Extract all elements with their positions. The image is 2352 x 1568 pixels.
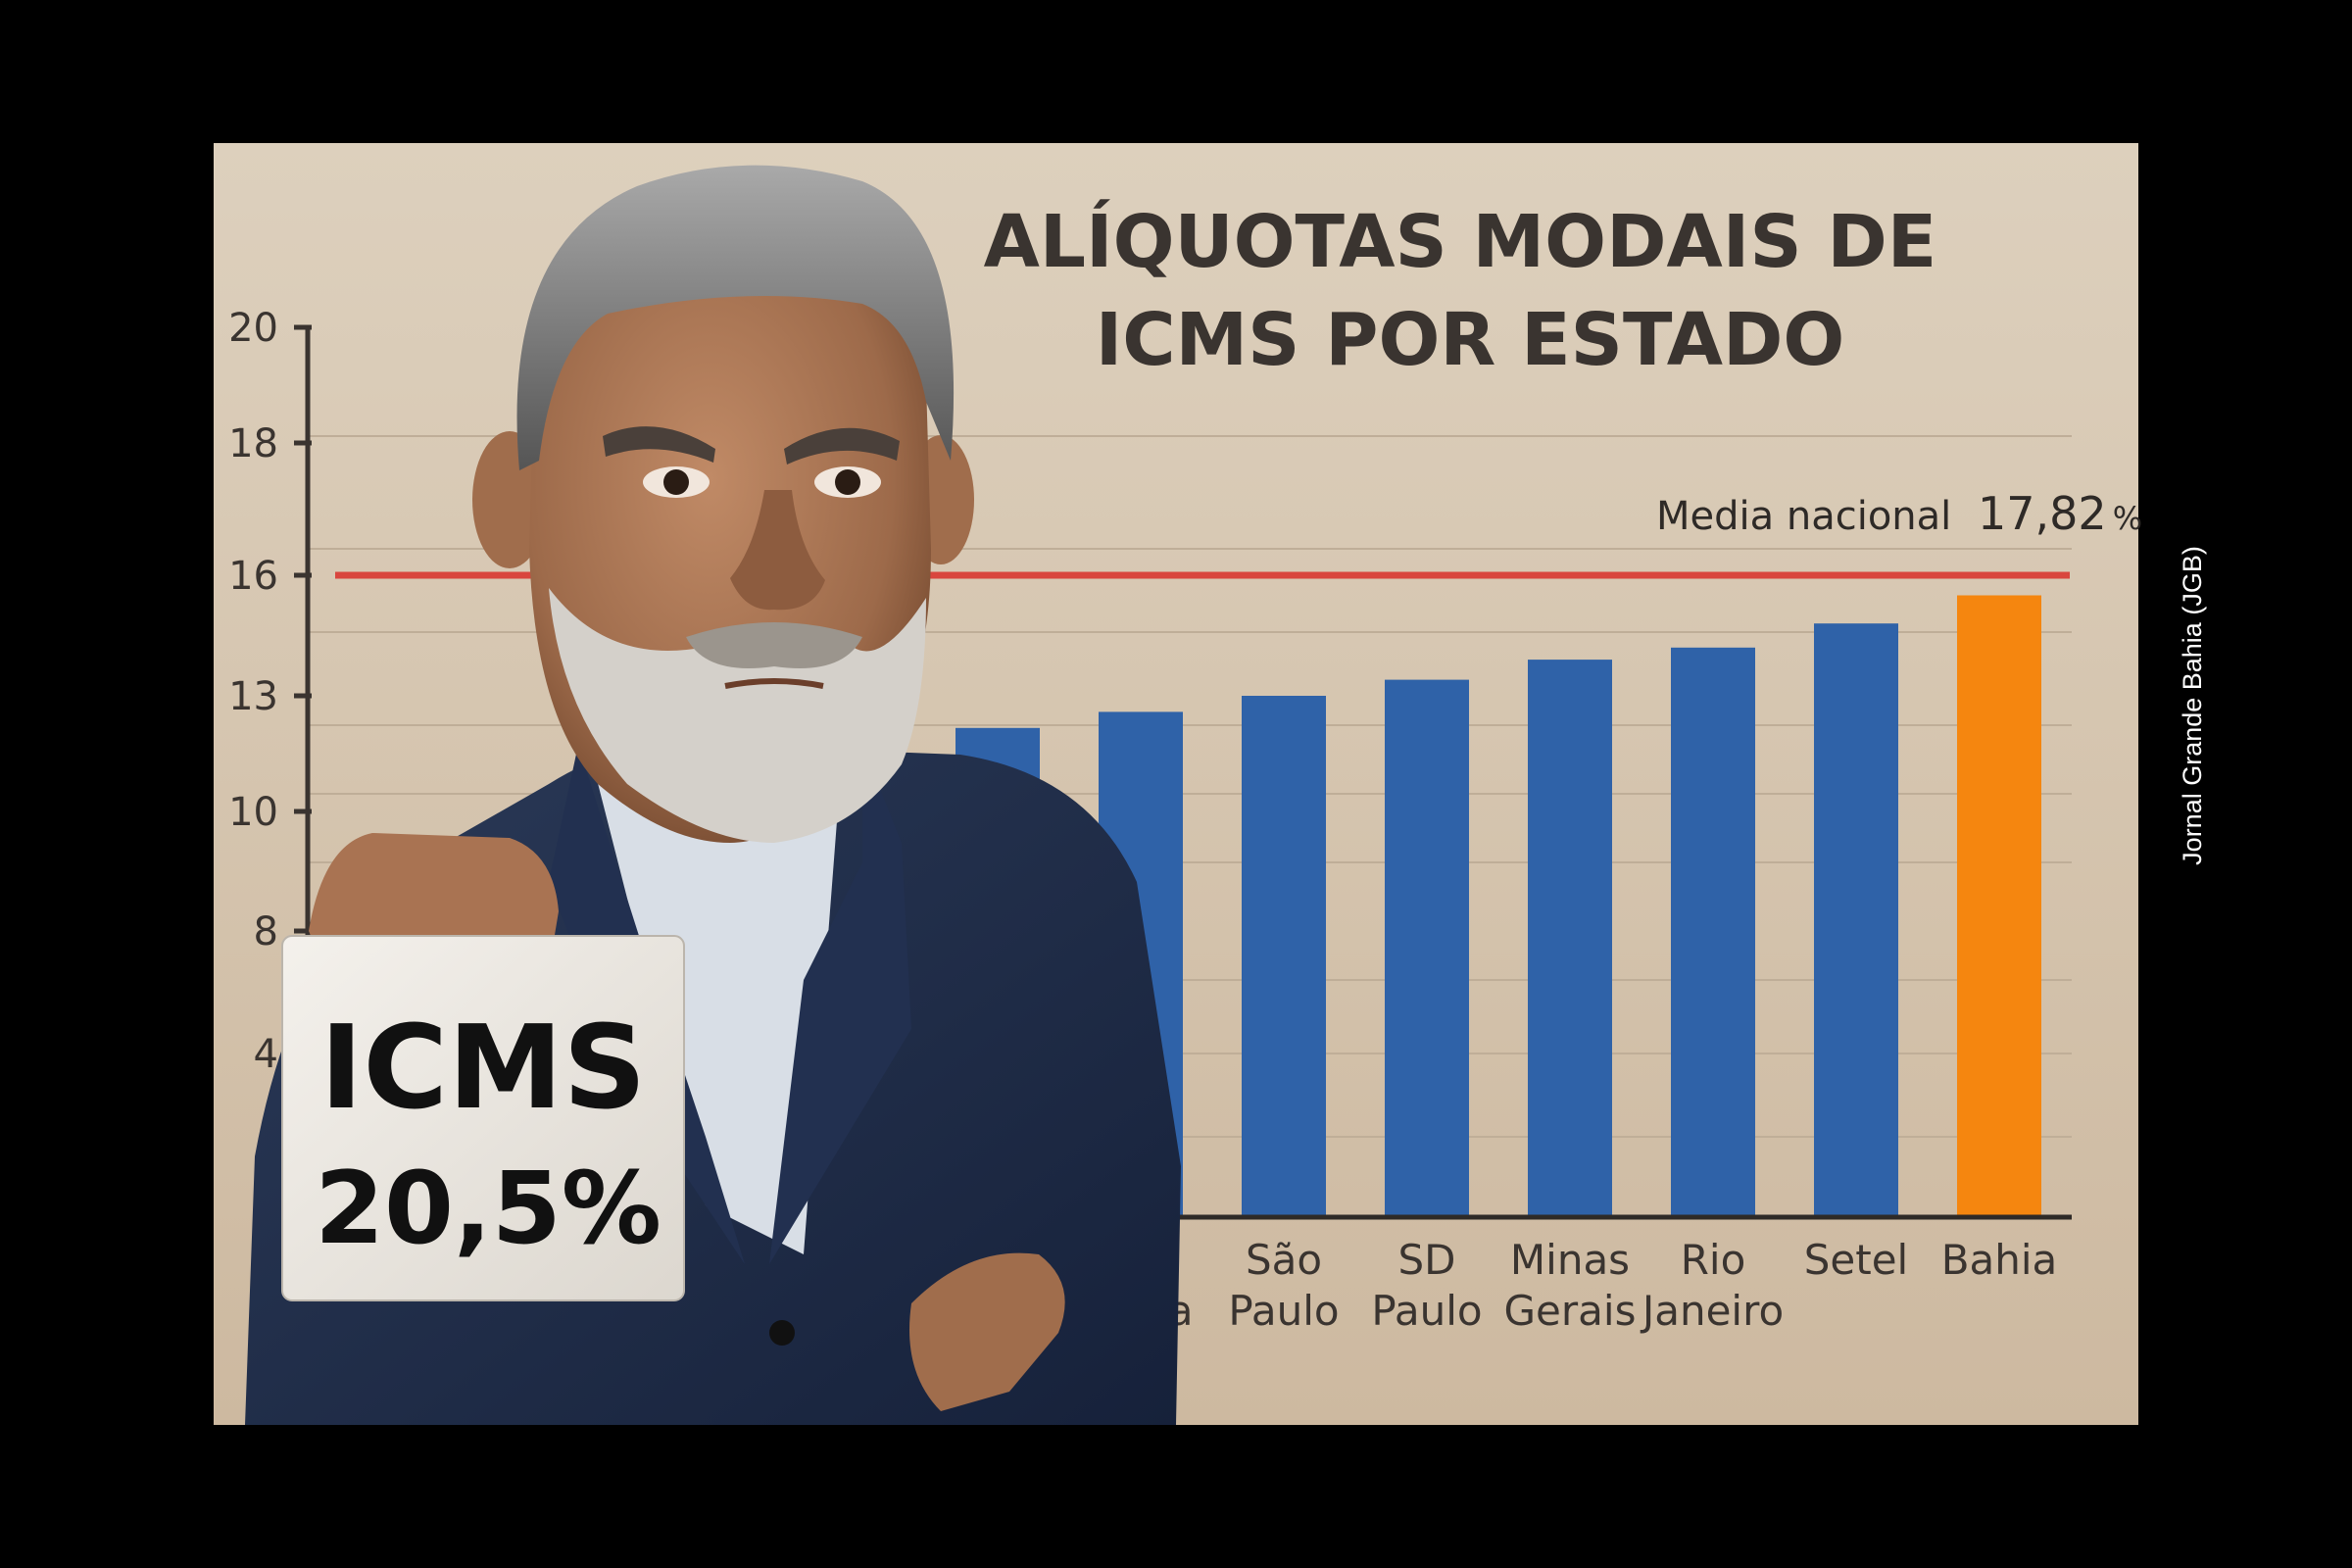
category-label: Rio	[1681, 1236, 1746, 1284]
nose	[730, 490, 825, 611]
chart-title-line1: ALÍQUOTAS MODAIS DE	[984, 198, 1937, 284]
mustache	[686, 622, 862, 668]
y-tick-label: 20	[228, 306, 278, 351]
category-label: Janeiro	[1640, 1287, 1784, 1335]
sign-line2: 20,5%	[315, 1151, 662, 1267]
category-label: São	[1246, 1236, 1322, 1284]
mouth	[724, 678, 824, 689]
shirt	[588, 745, 843, 1254]
y-tick-label: 13	[228, 674, 278, 719]
y-tick-label: 10	[228, 790, 278, 835]
bar	[1814, 623, 1898, 1217]
reference-unit: %	[2113, 500, 2142, 537]
bar	[1671, 647, 1755, 1217]
category-label: Minas	[1510, 1236, 1630, 1284]
y-tick-label: 4	[254, 1032, 278, 1077]
reference-value: 17,82	[1978, 487, 2107, 540]
left-pupil	[663, 469, 689, 495]
right-pupil	[835, 469, 860, 495]
bar	[1242, 696, 1326, 1217]
category-label: Setel	[1804, 1236, 1908, 1284]
sign-line1: ICMS	[320, 1000, 647, 1135]
category-label: SD	[1397, 1236, 1455, 1284]
jacket-button	[769, 1320, 795, 1346]
bar-highlight	[1957, 595, 2041, 1217]
y-tick-label: 8	[254, 909, 278, 955]
sign-card	[281, 935, 685, 1301]
left-eyebrow	[603, 426, 715, 463]
category-label: Gerais	[1504, 1287, 1637, 1335]
hair	[516, 165, 955, 470]
right-lapel	[769, 745, 911, 1264]
category-label: Paulo	[1228, 1287, 1339, 1335]
bar	[1385, 679, 1469, 1217]
y-tick-label: 16	[228, 554, 278, 599]
bar	[1528, 660, 1612, 1217]
reference-label: Media nacional 17,82%	[1656, 487, 2142, 540]
photo-credit: Jornal Grande Bahia (JGB)	[2178, 546, 2207, 865]
icms-sign: ICMS 20,5%	[281, 935, 685, 1301]
category-label: Paulo	[1371, 1287, 1482, 1335]
category-label: Bahia	[1941, 1236, 2058, 1284]
hip-hand	[909, 1252, 1065, 1411]
y-tick-label: 18	[228, 421, 278, 466]
reference-label-text: Media nacional	[1656, 494, 1951, 539]
right-eyebrow	[784, 427, 900, 465]
chart-title-line2: ICMS POR ESTADO	[1096, 298, 1845, 382]
